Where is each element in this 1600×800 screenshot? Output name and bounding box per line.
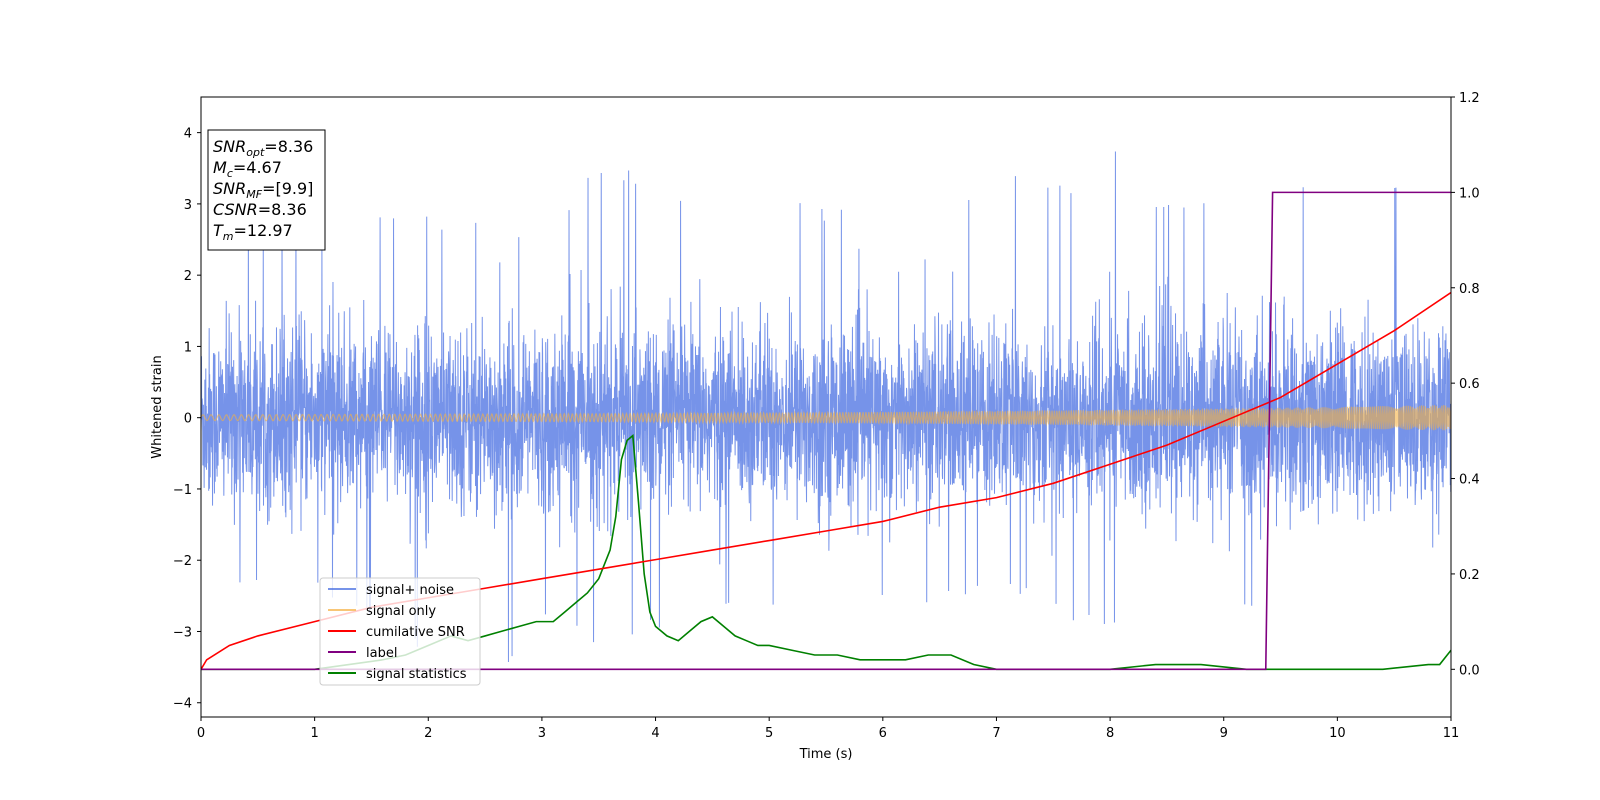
x-tick-label: 10	[1329, 726, 1346, 741]
info-subscript: c	[227, 167, 233, 180]
y-left-tick-label: −4	[173, 697, 192, 712]
info-subscript: MF	[246, 188, 262, 201]
y-axis-right: 0.0 0.2 0.4 0.6 0.8 1.0 1.2	[1451, 91, 1480, 678]
info-symbol: SNR	[213, 179, 246, 198]
y-left-tick-label: 0	[184, 412, 192, 427]
legend-label: cumilative SNR	[366, 625, 465, 640]
info-subscript: opt	[246, 146, 265, 159]
info-value: =12.97	[234, 221, 293, 240]
info-value: =4.67	[233, 158, 282, 177]
x-tick-label: 4	[651, 726, 659, 741]
x-axis-title: Time (s)	[799, 747, 853, 762]
x-tick-label: 1	[310, 726, 318, 741]
series-signal-only	[201, 404, 1451, 431]
info-value: =[9.9]	[262, 179, 313, 198]
info-box: SNRopt=8.36Mc=4.67SNRMF=[9.9]CSNR=8.36Tm…	[207, 129, 326, 251]
x-tick-label: 2	[424, 726, 432, 741]
info-value: =8.36	[264, 137, 313, 156]
y-left-tick-label: 4	[184, 127, 192, 142]
legend-label: signal only	[366, 604, 436, 619]
info-line: SNRMF=[9.9]	[213, 179, 313, 201]
info-box-frame	[207, 129, 326, 251]
y-axis-left: −4 −3 −2 −1 0 1 2 3 4	[173, 127, 201, 712]
y-right-tick-label: 0.2	[1459, 568, 1480, 583]
series-cumulative-snr	[201, 291, 1451, 670]
x-tick-label: 6	[879, 726, 887, 741]
plot-series	[201, 151, 1451, 671]
y-left-tick-label: 2	[184, 269, 192, 284]
info-line: Tm=12.97	[213, 221, 293, 243]
x-axis: 0 1 2 3 4 5 6 7 8 9 10 11	[197, 717, 1459, 741]
y-left-tick-label: 3	[184, 198, 192, 213]
series-signal-noise	[201, 151, 1451, 663]
legend-label: signal+ noise	[366, 583, 454, 598]
x-tick-label: 11	[1443, 726, 1460, 741]
info-symbol: SNR	[213, 137, 246, 156]
x-tick-label: 0	[197, 726, 205, 741]
y-axis-title: Whitened strain	[150, 355, 165, 458]
x-tick-label: 9	[1220, 726, 1228, 741]
info-symbol: M	[213, 158, 227, 177]
series-label	[201, 191, 1451, 671]
y-right-tick-label: 0.4	[1459, 473, 1480, 488]
y-right-tick-label: 0.0	[1459, 663, 1480, 678]
info-symbol: CSNR	[213, 200, 258, 219]
info-value: =8.36	[258, 200, 307, 219]
x-tick-label: 8	[1106, 726, 1114, 741]
info-subscript: m	[223, 230, 234, 243]
y-left-tick-label: −1	[173, 483, 192, 498]
y-left-tick-label: −2	[173, 554, 192, 569]
legend-label: label	[366, 646, 397, 661]
legend-label: signal statistics	[366, 667, 467, 682]
x-tick-label: 3	[538, 726, 546, 741]
info-line: SNRopt=8.36	[213, 137, 313, 159]
y-right-tick-label: 1.0	[1459, 186, 1480, 201]
info-symbol: T	[213, 221, 224, 240]
legend: signal+ noise signal only cumilative SNR la…	[319, 577, 481, 686]
legend-frame	[319, 577, 481, 686]
y-right-tick-label: 1.2	[1459, 91, 1480, 106]
y-right-tick-label: 0.8	[1459, 282, 1480, 297]
y-left-tick-label: 1	[184, 340, 192, 355]
info-line: Mc=4.67	[213, 158, 282, 180]
x-tick-label: 7	[992, 726, 1000, 741]
info-line: CSNR=8.36	[213, 200, 307, 219]
x-tick-label: 5	[765, 726, 773, 741]
y-right-tick-label: 0.6	[1459, 377, 1480, 392]
y-left-tick-label: −3	[173, 625, 192, 640]
plot-frame	[200, 96, 1452, 718]
